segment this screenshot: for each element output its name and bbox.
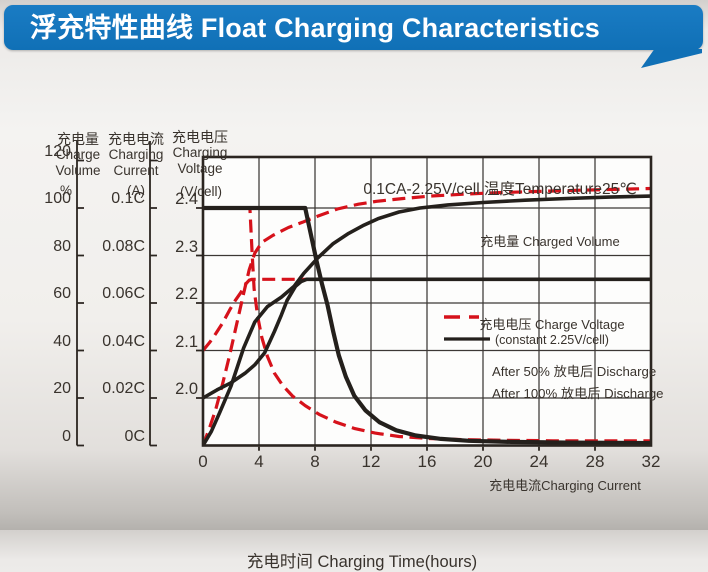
axis-header-en2: Volume — [55, 163, 101, 178]
axis-header-en2: Current — [113, 163, 159, 178]
tick-hour-0: 0 — [198, 452, 208, 471]
curve-charge-voltage-after-50 — [202, 277, 651, 352]
tick-current-0.04C: 0.04C — [102, 332, 145, 350]
chart-condition-title: 0.1CA-2.25V/cell 温度Temperature25℃ — [363, 181, 637, 198]
tick-current-0.06C: 0.06C — [102, 285, 145, 302]
tick-current-0.1C: 0.1C — [111, 190, 145, 207]
tick-hour-16: 16 — [417, 452, 437, 471]
banner-title: 浮充特性曲线 Float Charging Characteristics — [30, 13, 600, 43]
curve-charged-volume-after-100 — [202, 194, 652, 447]
curve-charged-volume-after-50 — [202, 186, 652, 447]
tick-hour-32: 32 — [641, 452, 661, 471]
tick-hour-8: 8 — [310, 452, 320, 471]
axis-header-en2: Voltage — [177, 161, 223, 176]
axis-header-zh: 充电量 — [57, 131, 99, 147]
tick-voltage-2.4: 2.4 — [175, 190, 198, 208]
axis-unit-ampere: (A) — [127, 183, 145, 198]
tick-percent-60: 60 — [53, 285, 71, 302]
tick-current-0C: 0C — [124, 427, 145, 445]
plot-border — [201, 155, 653, 447]
legend-after-50-discharge: After 50% 放电后 Discharge — [492, 364, 657, 379]
tick-voltage-2.0: 2.0 — [175, 380, 198, 398]
axis-header-zh: 充电电流 — [108, 131, 164, 147]
label-charged-volume: 充电量 Charged Volume — [480, 234, 620, 249]
label-charging-current: 充电电流Charging Current — [489, 478, 641, 493]
tick-percent-40: 40 — [53, 332, 71, 350]
tick-percent-20: 20 — [53, 380, 71, 397]
axis-unit-percent: % — [59, 183, 72, 198]
chart-canvas — [76, 141, 653, 451]
tick-percent-120: 120 — [44, 142, 71, 160]
axis-header-en1: Charging — [172, 145, 228, 160]
tick-hour-12: 12 — [361, 452, 381, 471]
axis-header-en1: Charging — [108, 147, 164, 162]
title-banner: 浮充特性曲线 Float Charging Characteristics — [4, 5, 703, 50]
tick-hour-28: 28 — [585, 452, 605, 471]
axis-header-charging-voltage: 充电电压 Charging Voltage — [152, 129, 248, 177]
tick-current-0.08C: 0.08C — [102, 237, 145, 255]
tick-percent-0: 0 — [62, 427, 71, 445]
axis-unit-vcell: (V/cell) — [179, 184, 222, 199]
x-axis-title: 充电时间 Charging Time(hours) — [246, 553, 478, 571]
tick-voltage-2.1: 2.1 — [175, 332, 198, 351]
label-charge-voltage: 充电电压 Charge Voltage — [479, 317, 625, 332]
axis-header-charging-current: 充电电流 Charging Current — [88, 131, 184, 179]
tick-percent-80: 80 — [53, 237, 71, 255]
legend-after-100-discharge: After 100% 放电后 Discharge — [492, 386, 664, 401]
axis-header-en1: Charge — [55, 147, 101, 162]
grid-lines — [203, 157, 651, 446]
tick-hour-20: 20 — [473, 452, 493, 471]
tick-hour-4: 4 — [254, 452, 264, 471]
label-constant-voltage: (constant 2.25V/cell) — [495, 333, 609, 347]
tick-percent-100: 100 — [44, 190, 71, 207]
tick-voltage-2.2: 2.2 — [175, 285, 198, 303]
tick-voltage-2.3: 2.3 — [175, 237, 198, 256]
float-charging-chart: 充电量 Charge Volume 充电电流 Charging Current … — [0, 55, 708, 571]
tick-hour-24: 24 — [529, 452, 549, 471]
axis-header-charge-volume: 充电量 Charge Volume — [30, 131, 126, 179]
axis-header-zh: 充电电压 — [172, 129, 228, 145]
axis-lines-and-ticks — [76, 141, 596, 451]
tick-current-0.02C: 0.02C — [102, 380, 145, 397]
